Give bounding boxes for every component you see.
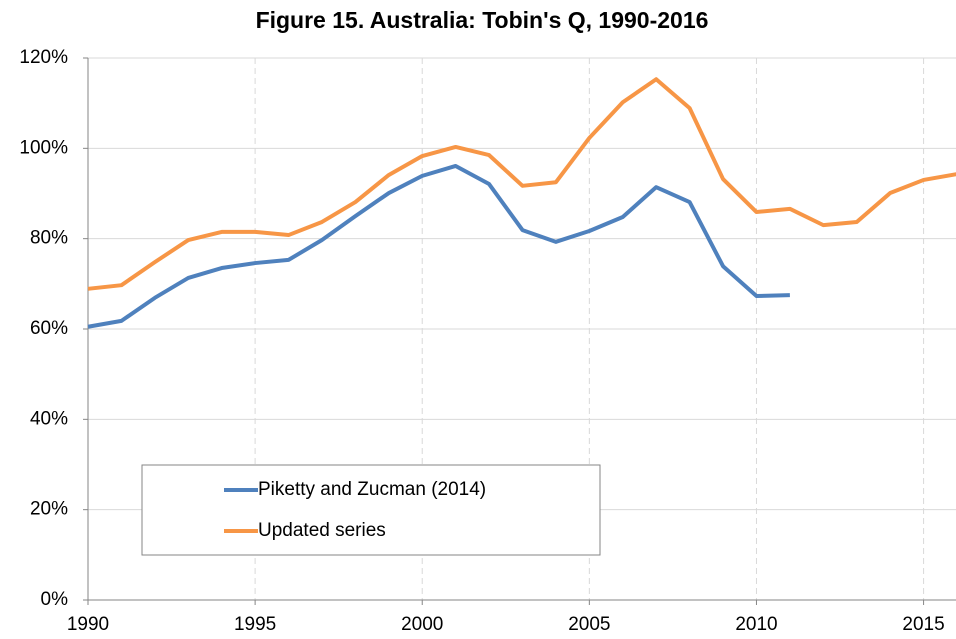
y-tick-label: 120% [19, 47, 68, 68]
legend-label: Piketty and Zucman (2014) [258, 479, 486, 500]
x-tick-label: 1995 [234, 614, 276, 635]
legend-label: Updated series [258, 520, 386, 541]
x-tick-label: 1990 [67, 614, 109, 635]
x-tick-label: 2000 [401, 614, 443, 635]
x-tick-label: 2010 [735, 614, 777, 635]
x-tick-label: 2015 [902, 614, 944, 635]
y-tick-label: 100% [19, 137, 68, 158]
y-tick-label: 0% [41, 589, 69, 610]
legend-box [141, 464, 601, 556]
line-series [87, 163, 790, 329]
chart-title: Figure 15. Australia: Tobin's Q, 1990-20… [256, 7, 709, 33]
y-tick-label: 40% [30, 408, 68, 429]
line-series [87, 77, 956, 291]
y-tick-label: 20% [30, 499, 68, 520]
x-tick-label: 2005 [568, 614, 610, 635]
y-tick-label: 80% [30, 228, 68, 249]
y-tick-label: 60% [30, 318, 68, 339]
